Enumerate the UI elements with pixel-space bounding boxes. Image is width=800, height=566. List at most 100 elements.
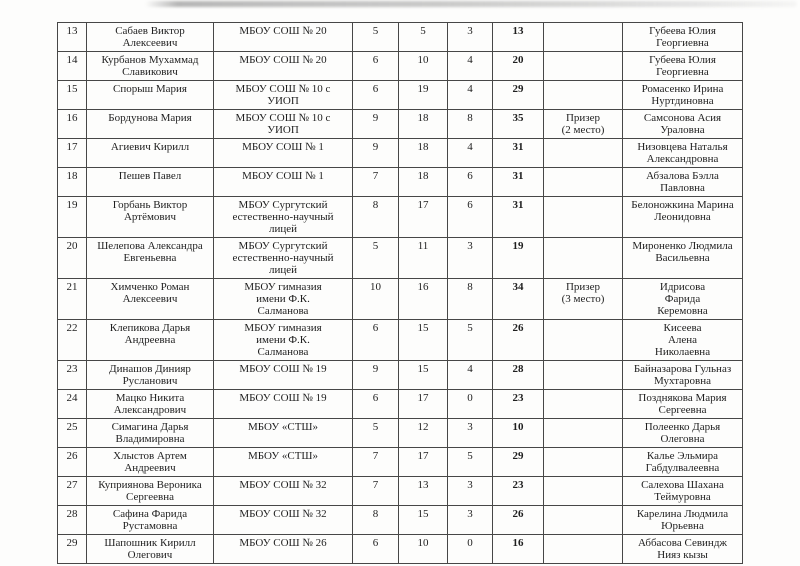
cell-row-number: 16 <box>57 109 87 139</box>
cell-row-number: 26 <box>57 447 87 477</box>
cell-row-number: 24 <box>57 389 87 419</box>
cell-total-score: 29 <box>492 447 544 477</box>
cell-school: МБОУ СОШ № 32 <box>213 505 353 535</box>
cell-row-number: 19 <box>57 196 87 238</box>
cell-prize-status <box>543 389 623 419</box>
table-row: 16 Бордунова Мария МБОУ СОШ № 10 с УИОП … <box>57 109 743 139</box>
cell-school: МБОУ Сургутский естественно-научный лице… <box>213 196 353 238</box>
cell-teacher-name: Белоножкина Марина Леонидовна <box>622 196 743 238</box>
cell-school: МБОУ СОШ № 1 <box>213 138 353 168</box>
cell-school: МБОУ СОШ № 19 <box>213 360 353 390</box>
cell-teacher-name: Губеева Юлия Георгиевна <box>622 51 743 81</box>
cell-score-1: 7 <box>352 476 399 506</box>
table-row: 19 Горбань Виктор Артёмович МБОУ Сургутс… <box>57 196 743 238</box>
cell-student-name: Симагина Дарья Владимировна <box>86 418 214 448</box>
table-row: 21 Химченко Роман Алексеевич МБОУ гимназ… <box>57 278 743 320</box>
cell-total-score: 26 <box>492 505 544 535</box>
cell-prize-status <box>543 360 623 390</box>
cell-score-1: 5 <box>352 22 399 52</box>
cell-student-name: Химченко Роман Алексеевич <box>86 278 214 320</box>
cell-score-3: 8 <box>447 278 493 320</box>
cell-score-3: 0 <box>447 534 493 564</box>
cell-school: МБОУ СОШ № 20 <box>213 51 353 81</box>
cell-teacher-name: Калье Эльмира Габдулвалеевна <box>622 447 743 477</box>
cell-total-score: 29 <box>492 80 544 110</box>
cell-school: МБОУ гимназия имени Ф.К. Салманова <box>213 278 353 320</box>
cell-school: МБОУ Сургутский естественно-научный лице… <box>213 237 353 279</box>
cell-score-3: 3 <box>447 476 493 506</box>
cell-row-number: 25 <box>57 418 87 448</box>
cell-prize-status <box>543 447 623 477</box>
cell-student-name: Бордунова Мария <box>86 109 214 139</box>
cell-score-1: 9 <box>352 360 399 390</box>
table-row: 17 Агиевич Кирилл МБОУ СОШ № 1 9 18 4 31… <box>57 138 743 168</box>
cell-prize-status <box>543 237 623 279</box>
cell-score-2: 11 <box>398 237 448 279</box>
cell-prize-status <box>543 505 623 535</box>
cell-score-3: 5 <box>447 447 493 477</box>
cell-score-2: 17 <box>398 389 448 419</box>
cell-prize-status: Призер (2 место) <box>543 109 623 139</box>
cell-row-number: 14 <box>57 51 87 81</box>
cell-teacher-name: Полеенко Дарья Олеговна <box>622 418 743 448</box>
cell-teacher-name: Ромасенко Ирина Нуртдиновна <box>622 80 743 110</box>
cell-school: МБОУ СОШ № 10 с УИОП <box>213 80 353 110</box>
table-row: 15 Спорыш Мария МБОУ СОШ № 10 с УИОП 6 1… <box>57 80 743 110</box>
cell-score-3: 6 <box>447 167 493 197</box>
cell-score-2: 15 <box>398 360 448 390</box>
cell-row-number: 17 <box>57 138 87 168</box>
cell-school: МБОУ «СТШ» <box>213 418 353 448</box>
cell-score-3: 3 <box>447 418 493 448</box>
cell-teacher-name: Карелина Людмила Юрьевна <box>622 505 743 535</box>
cell-teacher-name: Байназарова Гульназ Мухтаровна <box>622 360 743 390</box>
cell-prize-status: Призер (3 место) <box>543 278 623 320</box>
cell-score-2: 12 <box>398 418 448 448</box>
cell-teacher-name: Губеева Юлия Георгиевна <box>622 22 743 52</box>
cell-score-2: 10 <box>398 51 448 81</box>
cell-student-name: Шапошник Кирилл Олегович <box>86 534 214 564</box>
cell-score-1: 8 <box>352 196 399 238</box>
cell-score-1: 8 <box>352 505 399 535</box>
cell-row-number: 28 <box>57 505 87 535</box>
table-row: 29 Шапошник Кирилл Олегович МБОУ СОШ № 2… <box>57 534 743 564</box>
cell-teacher-name: Идрисова Фарида Керемовна <box>622 278 743 320</box>
table-row: 14 Курбанов Мухаммад Славикович МБОУ СОШ… <box>57 51 743 81</box>
cell-score-2: 10 <box>398 534 448 564</box>
cell-score-1: 6 <box>352 319 399 361</box>
cell-school: МБОУ гимназия имени Ф.К. Салманова <box>213 319 353 361</box>
cell-score-3: 4 <box>447 360 493 390</box>
cell-score-2: 18 <box>398 109 448 139</box>
cell-score-3: 0 <box>447 389 493 419</box>
cell-teacher-name: Низовцева Наталья Александровна <box>622 138 743 168</box>
cell-teacher-name: Кисеева Алена Николаевна <box>622 319 743 361</box>
cell-score-1: 6 <box>352 80 399 110</box>
cell-student-name: Клепикова Дарья Андреевна <box>86 319 214 361</box>
cell-score-3: 3 <box>447 505 493 535</box>
cell-total-score: 20 <box>492 51 544 81</box>
cell-row-number: 21 <box>57 278 87 320</box>
cell-teacher-name: Абзалова Бэлла Павловна <box>622 167 743 197</box>
cell-student-name: Хлыстов Артем Андреевич <box>86 447 214 477</box>
cell-score-1: 7 <box>352 447 399 477</box>
cell-prize-status <box>543 80 623 110</box>
cell-row-number: 23 <box>57 360 87 390</box>
cell-teacher-name: Салехова Шахана Теймуровна <box>622 476 743 506</box>
cell-school: МБОУ СОШ № 10 с УИОП <box>213 109 353 139</box>
cell-prize-status <box>543 319 623 361</box>
cell-score-1: 5 <box>352 237 399 279</box>
cell-total-score: 31 <box>492 138 544 168</box>
cell-prize-status <box>543 476 623 506</box>
cell-score-2: 13 <box>398 476 448 506</box>
cell-total-score: 13 <box>492 22 544 52</box>
table-row: 20 Шелепова Александра Евгеньевна МБОУ С… <box>57 237 743 279</box>
cell-score-3: 5 <box>447 319 493 361</box>
cell-score-2: 5 <box>398 22 448 52</box>
cell-row-number: 29 <box>57 534 87 564</box>
cell-prize-status <box>543 196 623 238</box>
cell-score-3: 4 <box>447 51 493 81</box>
cell-total-score: 31 <box>492 167 544 197</box>
cell-score-2: 19 <box>398 80 448 110</box>
cell-total-score: 31 <box>492 196 544 238</box>
table-row: 24 Мацко Никита Александрович МБОУ СОШ №… <box>57 389 743 419</box>
